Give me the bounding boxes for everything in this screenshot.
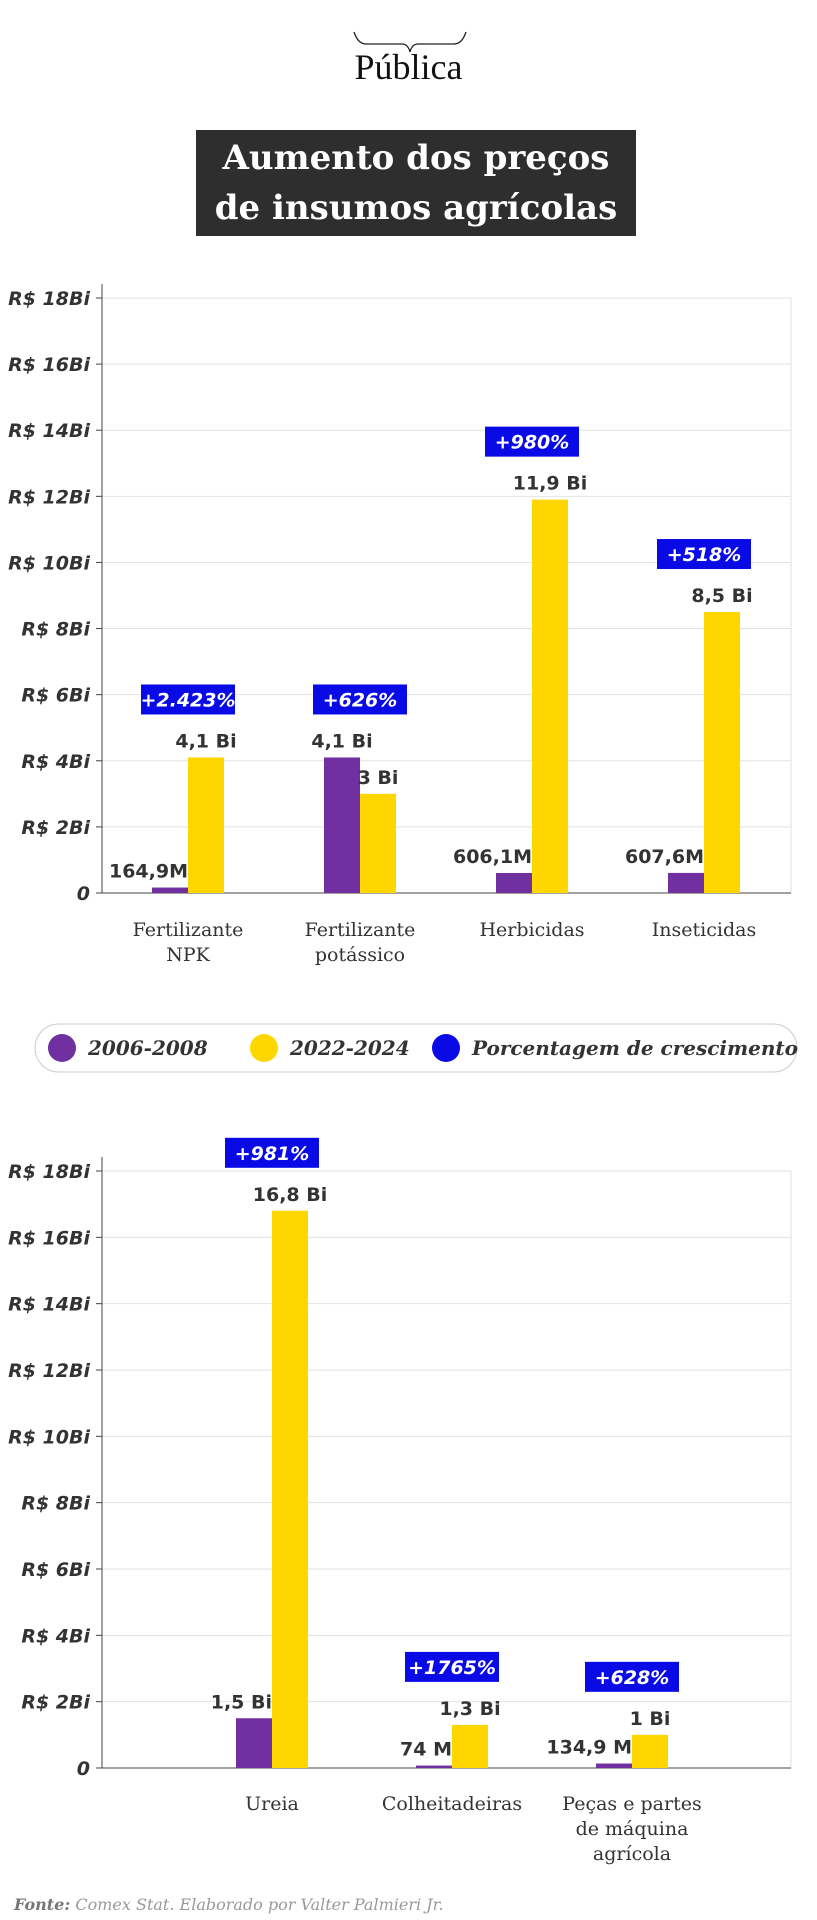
growth-badge [313, 684, 407, 715]
x-tick-label: Fertilizante NPK [132, 919, 244, 966]
y-tick-label: R$ 16Bi [8, 354, 90, 376]
source-text: Comex Stat. Elaborado por Valter Palmier… [75, 1895, 444, 1914]
bar [152, 887, 188, 893]
y-tick-label: R$ 8Bi [21, 1493, 90, 1515]
x-tick-label: Colheitadeiras [381, 1793, 523, 1815]
title: Aumento dos preços de insumos agrícolas [196, 130, 636, 236]
bar [360, 793, 396, 893]
growth-badge [225, 1137, 319, 1168]
source-label: Fonte: [14, 1895, 71, 1914]
growth-label: +628% [595, 1667, 670, 1689]
logo: Pública [354, 47, 463, 87]
value-label: 16,8 Bi [253, 1184, 328, 1206]
source: Fonte: Comex Stat. Elaborado por Valter … [14, 1895, 444, 1914]
logo-brace [353, 31, 467, 53]
value-label: 4,1 Bi [311, 730, 372, 752]
legend-box [34, 1023, 798, 1073]
x-tick-label: Ureia [245, 1793, 299, 1815]
bar [596, 1763, 632, 1768]
growth-badge [485, 426, 579, 457]
y-tick-label: R$ 12Bi [8, 486, 90, 508]
bar [272, 1210, 308, 1768]
bar [452, 1724, 488, 1768]
value-label: 164,9M [109, 861, 188, 883]
bar [236, 1718, 272, 1768]
legend-swatch [48, 1034, 76, 1062]
growth-label: +1765% [408, 1657, 496, 1679]
bar [324, 757, 360, 893]
y-tick-label: R$ 14Bi [8, 420, 90, 442]
y-tick-label: R$ 10Bi [8, 552, 90, 574]
y-tick-label: R$ 6Bi [21, 685, 90, 707]
bar [416, 1765, 452, 1768]
value-label: 74 M [400, 1739, 452, 1761]
bar [668, 872, 704, 893]
value-label: 4,1 Bi [175, 730, 236, 752]
x-tick-label: Herbicidas [479, 919, 585, 941]
legend-label: 2006-2008 [87, 1036, 208, 1060]
y-tick-label: R$ 14Bi [8, 1294, 90, 1316]
x-tick-label: Inseticidas [651, 919, 757, 941]
y-tick-label: R$ 12Bi [8, 1360, 90, 1382]
value-label: 607,6M [625, 846, 704, 868]
growth-label: +2.423% [140, 689, 235, 711]
x-tick-label: Fertilizante potássico [304, 919, 416, 966]
value-label: 3 Bi [358, 767, 399, 789]
growth-label: +518% [667, 544, 742, 566]
y-tick-label: R$ 18Bi [8, 1161, 90, 1183]
y-tick-label: 0 [77, 1758, 90, 1780]
legend-swatch [432, 1034, 460, 1062]
value-label: 1,3 Bi [439, 1698, 500, 1720]
y-tick-label: R$ 4Bi [21, 751, 90, 773]
legend-label: 2022-2024 [289, 1036, 410, 1060]
growth-badge [141, 684, 235, 715]
bar [188, 757, 224, 893]
y-tick-label: R$ 6Bi [21, 1559, 90, 1581]
value-label: 606,1M [453, 846, 532, 868]
y-tick-label: R$ 16Bi [8, 1227, 90, 1249]
y-tick-label: 0 [77, 883, 90, 905]
growth-badge [657, 539, 751, 570]
value-label: 11,9 Bi [513, 473, 588, 495]
x-tick-label: Peças e partes de máquina agrícola [562, 1793, 702, 1865]
bar [496, 872, 532, 893]
y-tick-label: R$ 2Bi [21, 817, 90, 839]
growth-label: +980% [495, 432, 570, 454]
y-tick-label: R$ 4Bi [21, 1625, 90, 1647]
legend-swatch [250, 1034, 278, 1062]
y-tick-label: R$ 2Bi [21, 1692, 90, 1714]
bar [704, 612, 740, 893]
y-tick-label: R$ 10Bi [8, 1426, 90, 1448]
legend-label: Porcentagem de crescimento [471, 1036, 798, 1060]
bar [632, 1734, 668, 1768]
y-tick-label: R$ 8Bi [21, 619, 90, 641]
value-label: 1 Bi [630, 1708, 671, 1730]
growth-label: +626% [323, 689, 398, 711]
value-label: 1,5 Bi [211, 1691, 272, 1713]
value-label: 134,9 M [546, 1737, 632, 1759]
growth-label: +981% [235, 1143, 310, 1165]
y-tick-label: R$ 18Bi [8, 288, 90, 310]
value-label: 8,5 Bi [691, 585, 752, 607]
bar [532, 499, 568, 893]
growth-badge [405, 1651, 499, 1682]
growth-badge [585, 1661, 679, 1692]
